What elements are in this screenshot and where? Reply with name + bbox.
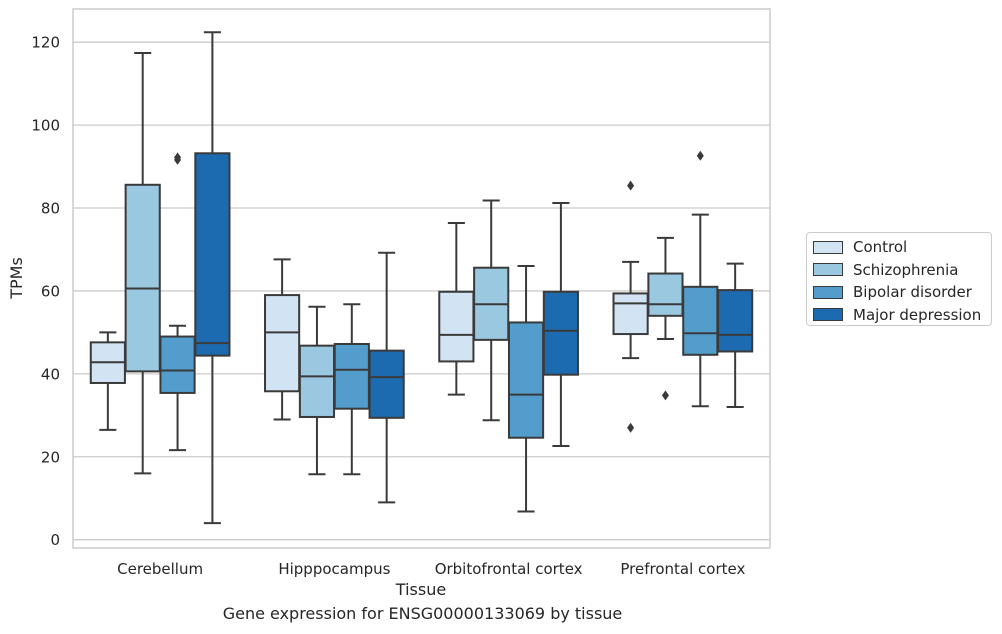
- box-hipppocampus-major-depression: [368, 251, 405, 504]
- box-hipppocampus-bipolar-disorder: [333, 303, 370, 476]
- box-prefrontal-cortex-schizophrenia-outlier-0: [661, 390, 669, 401]
- y-axis-title: TPMs: [7, 257, 26, 300]
- box-hipppocampus-bipolar-disorder-iqr: [333, 343, 370, 410]
- x-tick-label-hipppocampus: Hipppocampus: [278, 560, 390, 578]
- legend-swatch-major-depression: [813, 308, 843, 322]
- legend-label-bipolar-disorder: Bipolar disorder: [853, 283, 972, 302]
- legend-item-major-depression: Major depression: [813, 304, 991, 327]
- legend-item-bipolar-disorder: Bipolar disorder: [813, 281, 991, 304]
- x-axis-title: Tissue: [395, 580, 446, 599]
- box-cerebellum-bipolar-disorder-outlier-1: [174, 154, 182, 165]
- box-hipppocampus-control: [264, 258, 301, 421]
- legend-label-control: Control: [853, 238, 908, 257]
- box-cerebellum-major-depression-iqr: [194, 152, 231, 357]
- box-prefrontal-cortex-control-outlier-0: [627, 180, 635, 191]
- box-hipppocampus-schizophrenia-iqr: [298, 344, 336, 418]
- legend-label-schizophrenia: Schizophrenia: [853, 260, 959, 279]
- box-cerebellum-schizophrenia-iqr: [124, 183, 161, 373]
- box-cerebellum-bipolar-disorder: [159, 152, 196, 452]
- box-cerebellum-major-depression: [194, 31, 231, 525]
- box-cerebellum-schizophrenia: [124, 51, 161, 475]
- legend: Control Schizophrenia Bipolar disorder M…: [806, 232, 992, 326]
- box-plot-marks: [89, 31, 754, 525]
- y-tick-label-80: 80: [41, 200, 60, 218]
- x-tick-label-cerebellum: Cerebellum: [117, 560, 203, 578]
- y-tick-label-0: 0: [50, 531, 60, 549]
- box-orbitofrontal-cortex-major-depression: [542, 202, 579, 448]
- legend-swatch-control: [813, 240, 843, 254]
- chart-title: Gene expression for ENSG00000133069 by t…: [222, 604, 623, 623]
- box-hipppocampus-major-depression-iqr: [368, 349, 405, 419]
- legend-item-control: Control: [813, 236, 991, 259]
- box-orbitofrontal-cortex-control: [438, 221, 475, 396]
- box-prefrontal-cortex-control: [612, 180, 649, 433]
- y-tick-label-20: 20: [41, 448, 60, 466]
- y-tick-labels: 0 20 40 60 80 100 120: [31, 34, 60, 550]
- box-prefrontal-cortex-bipolar-disorder-outlier-0: [696, 150, 704, 161]
- box-prefrontal-cortex-major-depression-iqr: [717, 289, 754, 353]
- box-prefrontal-cortex-control-iqr: [612, 292, 649, 336]
- box-orbitofrontal-cortex-bipolar-disorder: [507, 265, 545, 513]
- box-hipppocampus-schizophrenia: [298, 305, 336, 476]
- box-orbitofrontal-cortex-bipolar-disorder-iqr: [507, 321, 545, 439]
- box-hipppocampus-control-iqr: [264, 294, 301, 393]
- y-tick-label-40: 40: [41, 365, 60, 383]
- box-orbitofrontal-cortex-major-depression-iqr: [542, 290, 579, 376]
- legend-swatch-bipolar-disorder: [813, 285, 843, 299]
- y-tick-label-60: 60: [41, 282, 60, 300]
- box-orbitofrontal-cortex-schizophrenia: [473, 199, 510, 422]
- x-tick-label-orbitofrontal-cortex: Orbitofrontal cortex: [435, 560, 583, 578]
- box-cerebellum-bipolar-disorder-iqr: [159, 335, 196, 394]
- box-prefrontal-cortex-bipolar-disorder: [682, 150, 719, 408]
- x-tick-label-prefrontal-cortex: Prefrontal cortex: [620, 560, 745, 578]
- legend-swatch-schizophrenia: [813, 263, 843, 277]
- box-prefrontal-cortex-major-depression: [717, 262, 754, 409]
- box-prefrontal-cortex-bipolar-disorder-iqr: [682, 285, 719, 356]
- y-tick-label-100: 100: [31, 117, 60, 135]
- x-tick-labels: Cerebellum Hipppocampus Orbitofrontal cort…: [117, 560, 745, 578]
- box-orbitofrontal-cortex-control-iqr: [438, 290, 475, 363]
- legend-item-schizophrenia: Schizophrenia: [813, 259, 991, 282]
- box-prefrontal-cortex-schizophrenia-iqr: [647, 272, 684, 317]
- y-tick-label-120: 120: [31, 34, 60, 52]
- box-prefrontal-cortex-schizophrenia: [647, 236, 684, 401]
- box-cerebellum-control: [89, 331, 126, 431]
- plot-frame: [72, 8, 771, 549]
- legend-label-major-depression: Major depression: [853, 305, 982, 324]
- box-prefrontal-cortex-control-outlier-1: [627, 422, 635, 433]
